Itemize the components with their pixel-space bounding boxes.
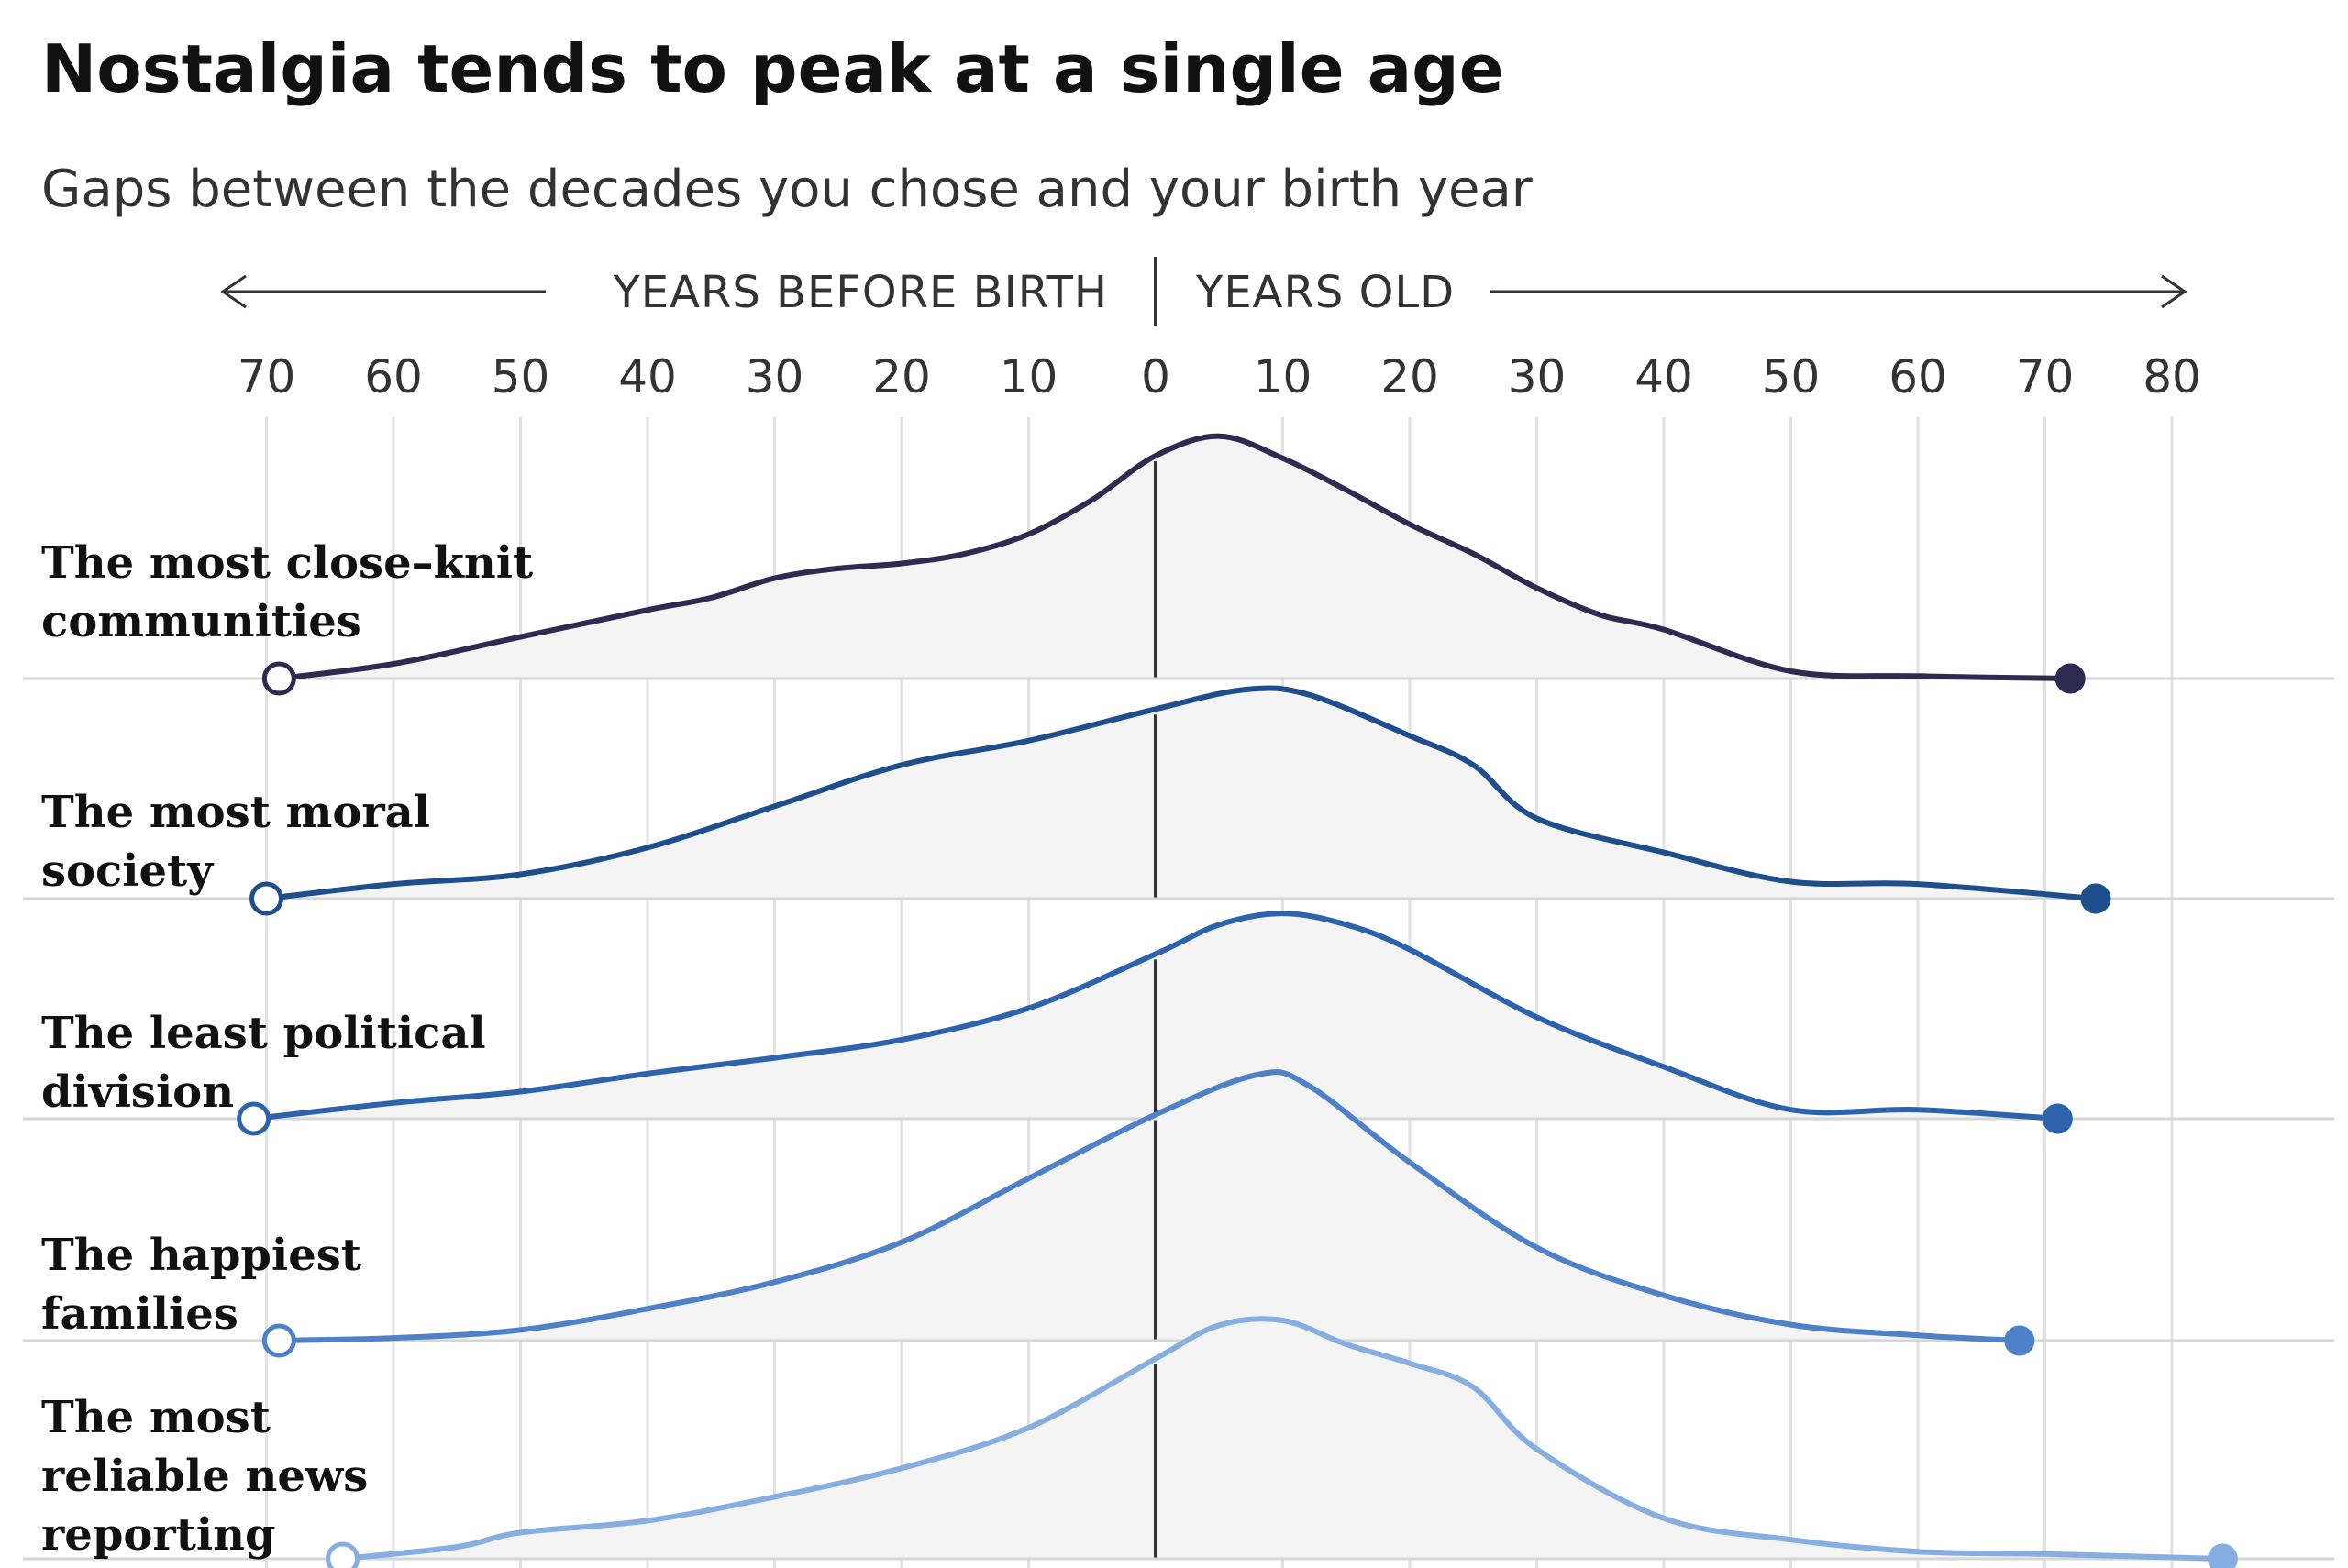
series-label: The most close–knit communities bbox=[41, 537, 533, 647]
tick-label-0: 0 bbox=[1141, 350, 1170, 403]
start-point bbox=[249, 881, 283, 916]
tick-label-10: 10 bbox=[1254, 350, 1312, 403]
tick-label-50: 50 bbox=[1762, 350, 1821, 403]
tick-label-before-10: 10 bbox=[1000, 350, 1058, 403]
ridge-curve bbox=[250, 911, 2061, 1121]
ridge-curve bbox=[276, 433, 2074, 681]
series-label-line: The most bbox=[41, 1392, 271, 1443]
tick-label-20: 20 bbox=[1380, 350, 1439, 403]
years-old-label: YEARS OLD bbox=[1195, 267, 1455, 318]
series-label-line: society bbox=[41, 845, 215, 897]
series-label: The most reliable news reporting bbox=[41, 1392, 368, 1561]
years-before-birth-label: YEARS BEFORE BIRTH bbox=[612, 267, 1108, 318]
end-point bbox=[2207, 1543, 2238, 1568]
series-label-line: The happiest bbox=[41, 1230, 361, 1281]
series-label-line: reliable news bbox=[41, 1451, 368, 1502]
series-label-line: communities bbox=[41, 596, 361, 647]
tick-label-before-50: 50 bbox=[492, 350, 550, 403]
start-point bbox=[261, 1323, 296, 1358]
tick-label-60: 60 bbox=[1888, 350, 1947, 403]
series-label-line: The most moral bbox=[41, 787, 430, 838]
chart-subtitle: Gaps between the decades you chose and y… bbox=[41, 160, 1534, 219]
chart-title: Nostalgia tends to peak at a single age bbox=[41, 30, 1504, 107]
ridge-area bbox=[342, 1319, 2223, 1559]
tick-label-before-70: 70 bbox=[238, 350, 296, 403]
ridge-curve bbox=[339, 1316, 2226, 1562]
tick-label-30: 30 bbox=[1508, 350, 1567, 403]
ridge-3 bbox=[23, 911, 2334, 1136]
series-label: The happiest families bbox=[41, 1230, 361, 1340]
axis-header: YEARS BEFORE BIRTH YEARS OLD bbox=[220, 257, 2187, 326]
series-label-line: The most close–knit bbox=[41, 537, 533, 589]
tick-label-before-40: 40 bbox=[618, 350, 677, 403]
ridges bbox=[23, 433, 2334, 1568]
ridge-5 bbox=[23, 1316, 2334, 1568]
series-label-line: division bbox=[41, 1066, 234, 1118]
tick-label-40: 40 bbox=[1634, 350, 1693, 403]
tick-label-before-20: 20 bbox=[872, 350, 931, 403]
ridge-area bbox=[279, 436, 2071, 679]
tick-label-before-60: 60 bbox=[364, 350, 423, 403]
end-point bbox=[2080, 883, 2111, 914]
ridge-curve bbox=[276, 1069, 2022, 1343]
ridge-area bbox=[266, 688, 2096, 899]
end-point bbox=[2004, 1325, 2035, 1356]
tick-label-before-30: 30 bbox=[746, 350, 804, 403]
ridge-curve bbox=[263, 685, 2099, 901]
start-point bbox=[261, 661, 296, 696]
end-point bbox=[2054, 663, 2086, 694]
tick-label-80: 80 bbox=[2143, 350, 2201, 403]
series-labels: The most close–knit communities The most m… bbox=[41, 537, 533, 1561]
series-label: The least political division bbox=[41, 1008, 486, 1118]
series-label-line: families bbox=[41, 1288, 238, 1340]
ridge-4 bbox=[23, 1069, 2334, 1358]
tick-label-70: 70 bbox=[2016, 350, 2075, 403]
start-point bbox=[237, 1101, 271, 1136]
series-label: The most moral society bbox=[41, 787, 430, 897]
start-point bbox=[326, 1541, 360, 1568]
series-label-line: reporting bbox=[41, 1509, 276, 1561]
right-arrow bbox=[1490, 274, 2187, 309]
ridge-area bbox=[279, 1072, 2020, 1341]
ridge-1 bbox=[23, 433, 2334, 696]
end-point bbox=[2042, 1103, 2073, 1134]
series-label-line: The least political bbox=[41, 1008, 486, 1059]
x-axis-tick-labels: 70 60 50 40 30 20 10 0 10 20 30 40 50 60 70 80 bbox=[238, 350, 2201, 403]
left-arrow bbox=[220, 274, 546, 309]
ridge-2 bbox=[23, 685, 2334, 916]
